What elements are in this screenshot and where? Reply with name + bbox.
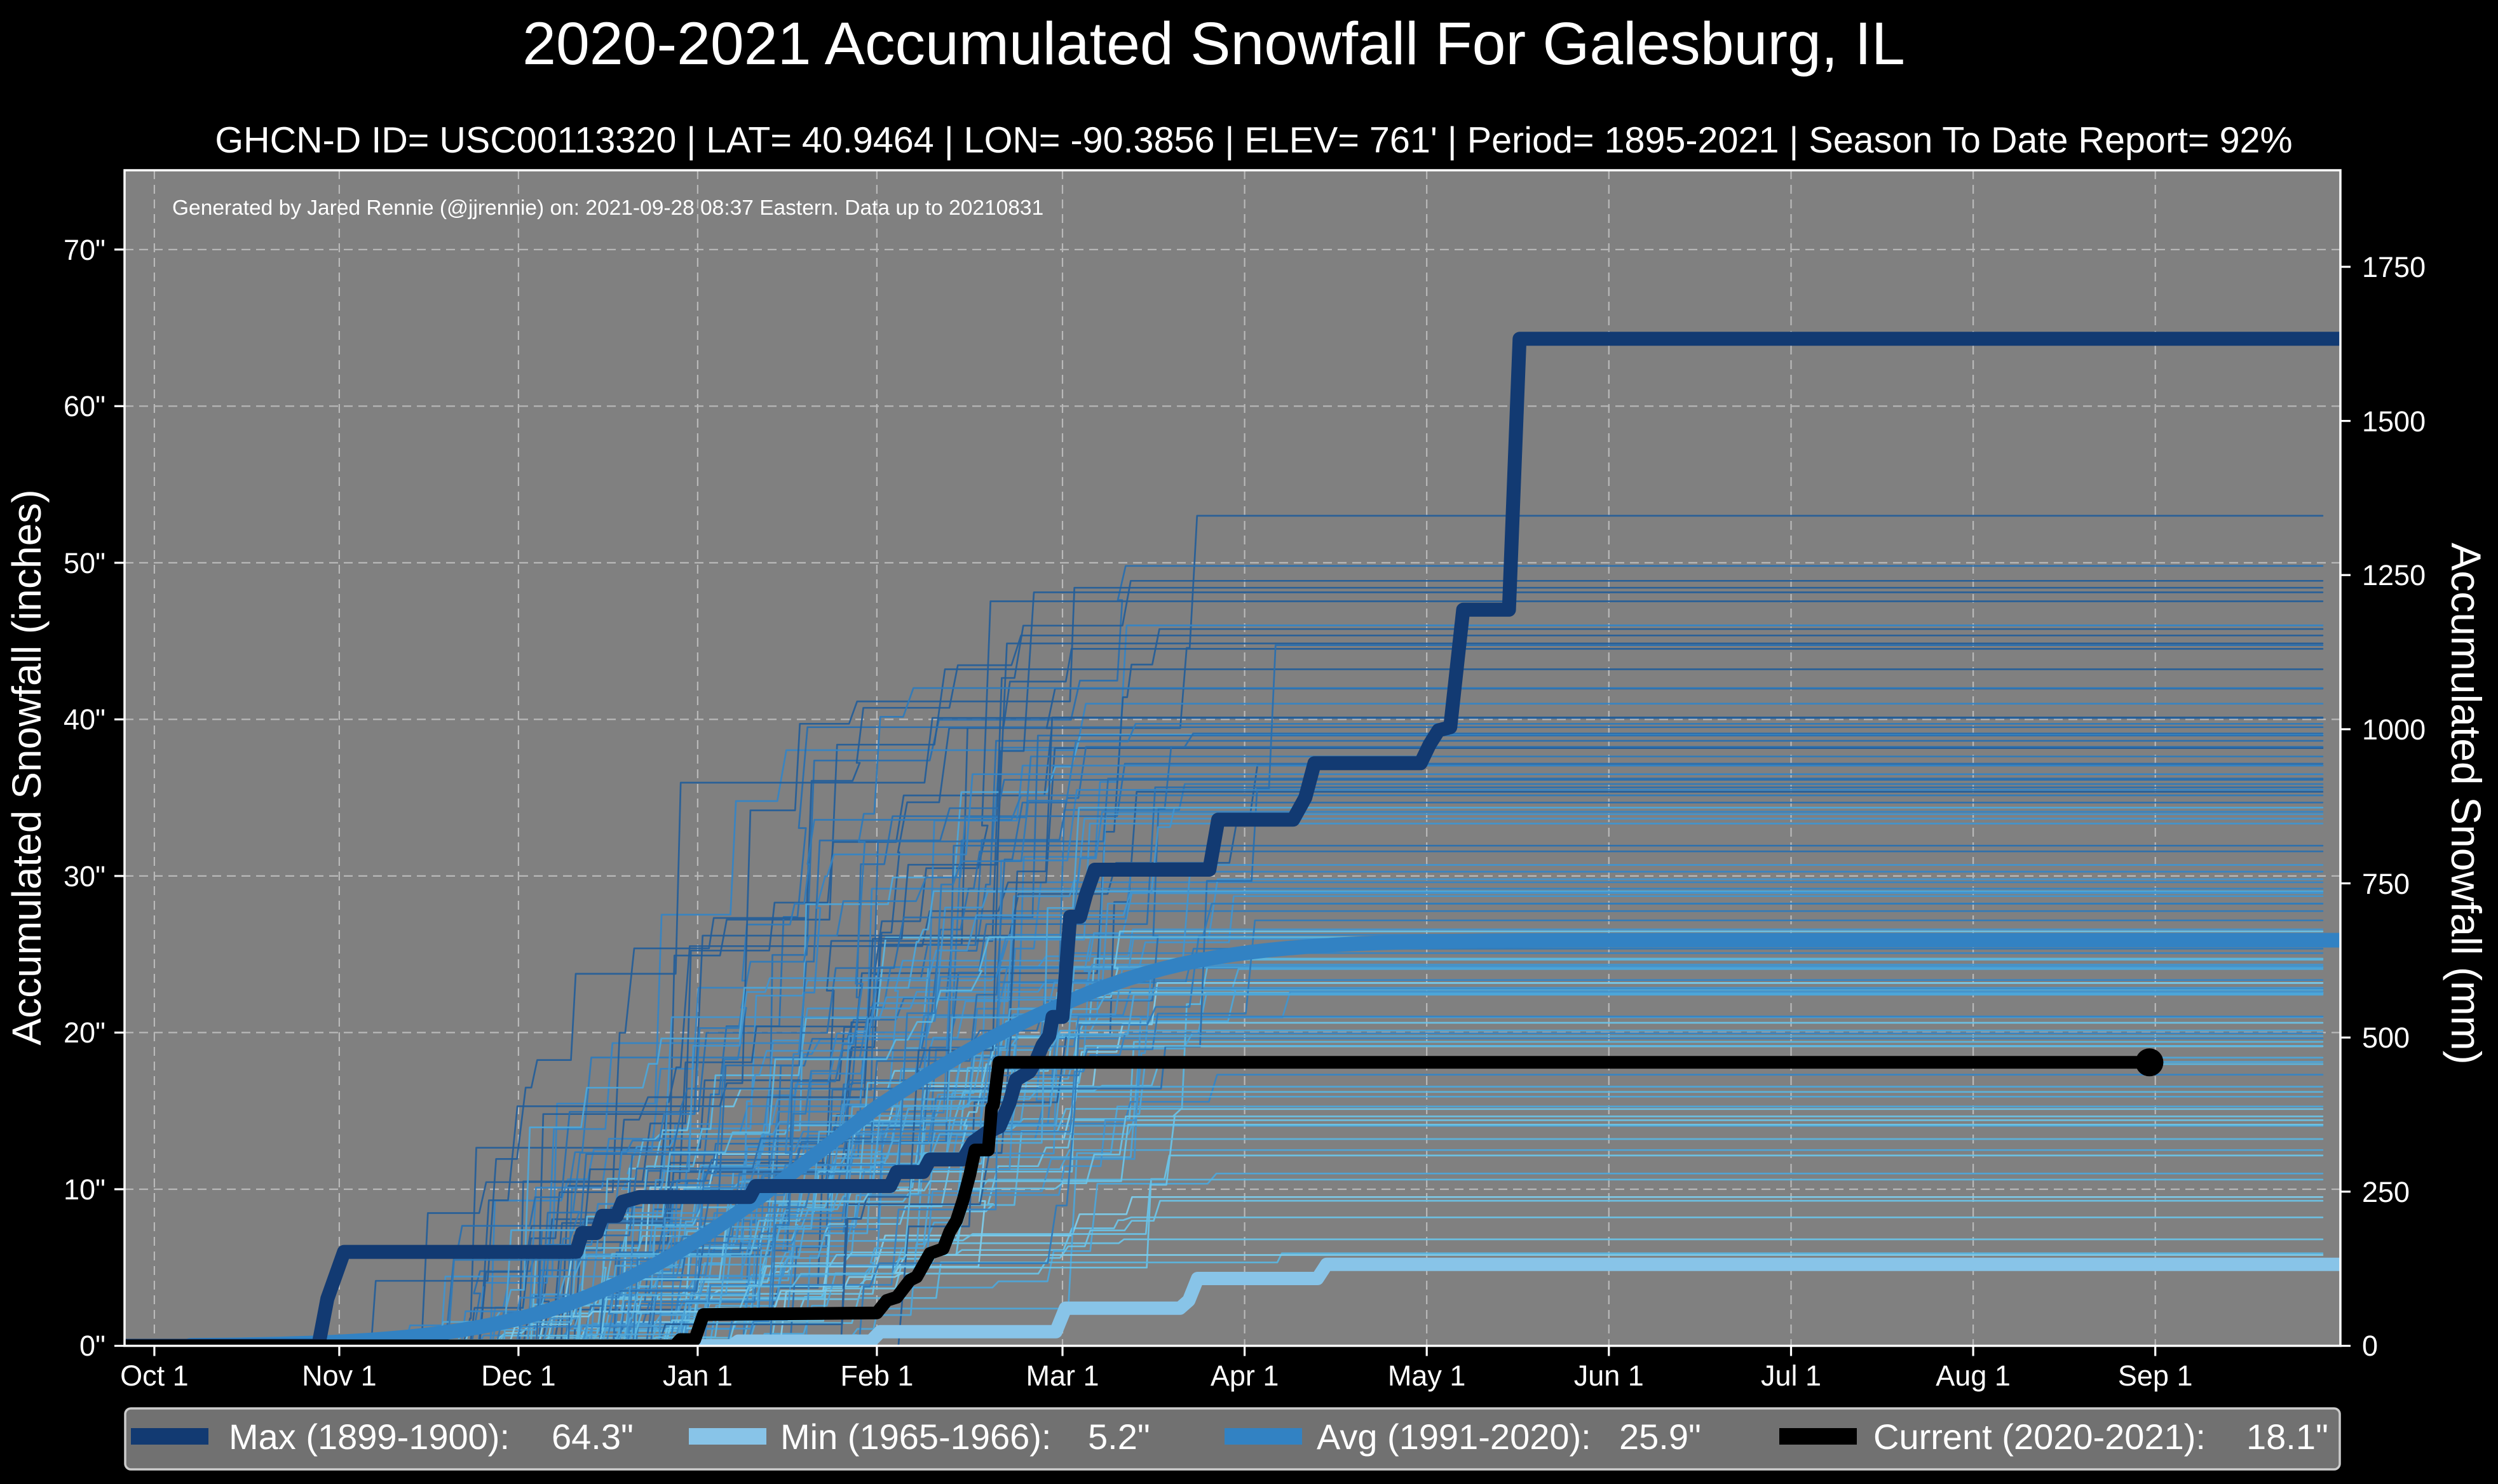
svg-text:25.9": 25.9" <box>1619 1417 1701 1457</box>
svg-text:Accumulated Snowfall (mm): Accumulated Snowfall (mm) <box>2443 543 2490 1065</box>
svg-text:70": 70" <box>64 234 105 266</box>
svg-text:18.1": 18.1" <box>2246 1417 2328 1457</box>
svg-text:Jan 1: Jan 1 <box>663 1359 733 1392</box>
svg-text:20": 20" <box>64 1016 105 1049</box>
svg-text:1250: 1250 <box>2362 559 2426 591</box>
svg-text:Nov 1: Nov 1 <box>302 1359 377 1392</box>
svg-text:Jun 1: Jun 1 <box>1574 1359 1644 1392</box>
svg-text:Avg (1991-2020):: Avg (1991-2020): <box>1317 1417 1591 1457</box>
svg-text:10": 10" <box>64 1173 105 1206</box>
svg-text:30": 30" <box>64 860 105 893</box>
svg-text:Dec 1: Dec 1 <box>481 1359 556 1392</box>
svg-text:Mar 1: Mar 1 <box>1026 1359 1099 1392</box>
svg-text:0: 0 <box>2362 1330 2378 1362</box>
svg-text:Sep 1: Sep 1 <box>2118 1359 2193 1392</box>
svg-text:Jul 1: Jul 1 <box>1761 1359 1821 1392</box>
svg-text:Max (1899-1900):: Max (1899-1900): <box>229 1417 510 1457</box>
svg-text:60": 60" <box>64 390 105 422</box>
svg-text:Generated by Jared Rennie (@jj: Generated by Jared Rennie (@jjrennie) on… <box>172 196 1043 220</box>
svg-text:Apr 1: Apr 1 <box>1211 1359 1279 1392</box>
svg-text:50": 50" <box>64 547 105 579</box>
svg-text:5.2": 5.2" <box>1088 1417 1150 1457</box>
svg-text:Oct 1: Oct 1 <box>120 1359 189 1392</box>
svg-text:1500: 1500 <box>2362 405 2426 438</box>
svg-text:May 1: May 1 <box>1388 1359 1466 1392</box>
svg-text:250: 250 <box>2362 1176 2410 1208</box>
svg-text:GHCN-D ID= USC00113320 | LAT=: GHCN-D ID= USC00113320 | LAT= 40.9464 | … <box>215 120 2292 161</box>
svg-text:Feb 1: Feb 1 <box>840 1359 913 1392</box>
svg-text:40": 40" <box>64 703 105 736</box>
svg-text:Aug 1: Aug 1 <box>1936 1359 2011 1392</box>
svg-text:Min (1965-1966):: Min (1965-1966): <box>780 1417 1051 1457</box>
svg-text:1000: 1000 <box>2362 713 2426 746</box>
svg-text:Current (2020-2021):: Current (2020-2021): <box>1873 1417 2206 1457</box>
svg-text:1750: 1750 <box>2362 251 2426 283</box>
svg-text:64.3": 64.3" <box>552 1417 634 1457</box>
svg-text:0": 0" <box>79 1330 105 1362</box>
svg-text:750: 750 <box>2362 868 2410 900</box>
svg-text:500: 500 <box>2362 1022 2410 1054</box>
svg-text:Accumulated Snowfall (inches): Accumulated Snowfall (inches) <box>4 489 50 1045</box>
svg-text:2020-2021 Accumulated Snowfall: 2020-2021 Accumulated Snowfall For Gales… <box>522 10 1905 78</box>
